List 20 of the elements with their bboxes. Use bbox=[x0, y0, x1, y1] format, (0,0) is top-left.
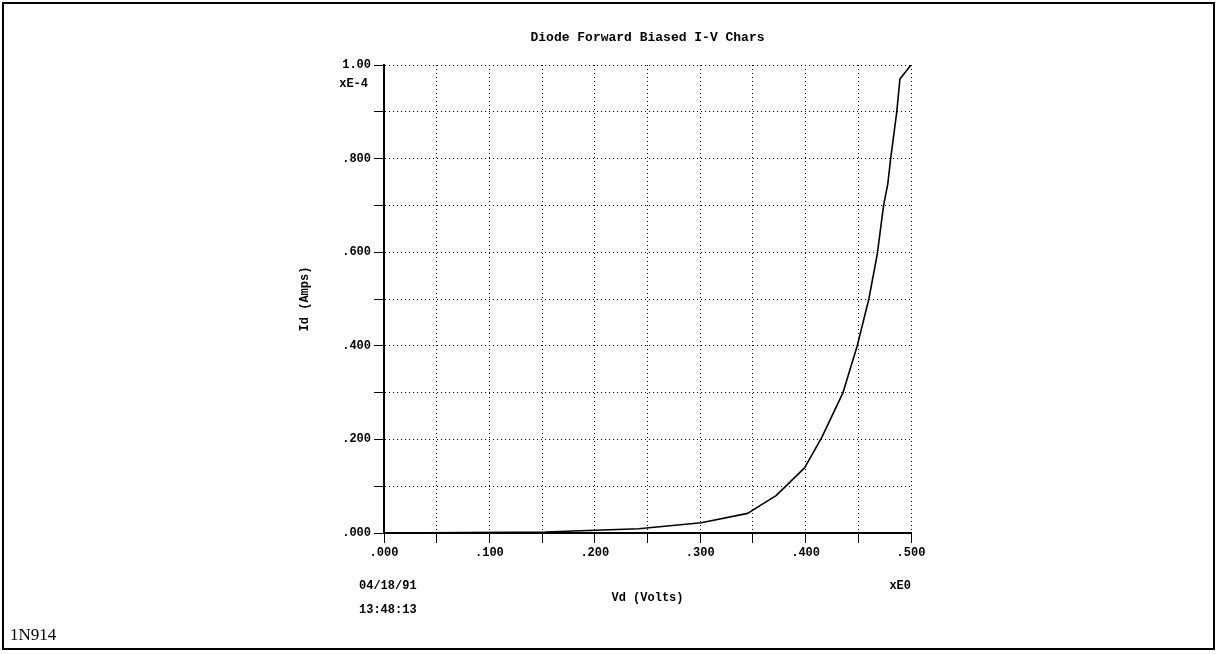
y-axis-title: Id (Amps) bbox=[298, 266, 313, 332]
x-tick-label: .500 bbox=[896, 546, 926, 561]
y-tick-label: .600 bbox=[342, 245, 371, 260]
text: 1N914 bbox=[10, 625, 57, 644]
chart-title: Diode Forward Biased I-V Chars bbox=[530, 30, 765, 45]
x-axis-title: Vd (Volts) bbox=[611, 590, 684, 605]
y-tick-label: .800 bbox=[342, 151, 371, 166]
y-tick-label: .000 bbox=[342, 526, 371, 541]
text: xE-4 bbox=[339, 77, 368, 91]
x-tick-label: .300 bbox=[685, 546, 715, 561]
x-tick-label: .200 bbox=[580, 546, 610, 561]
text: 13:48:13 bbox=[359, 603, 417, 617]
y-tick-label: .200 bbox=[342, 432, 371, 447]
text: xE0 bbox=[889, 579, 911, 593]
x-tick-label: .100 bbox=[474, 546, 504, 561]
text: 04/18/91 bbox=[359, 579, 417, 593]
x-tick-label: .000 bbox=[369, 546, 399, 561]
y-tick-label: 1.00 bbox=[342, 58, 371, 73]
y-tick-label: .400 bbox=[342, 338, 371, 353]
x-tick-label: .400 bbox=[791, 546, 821, 561]
